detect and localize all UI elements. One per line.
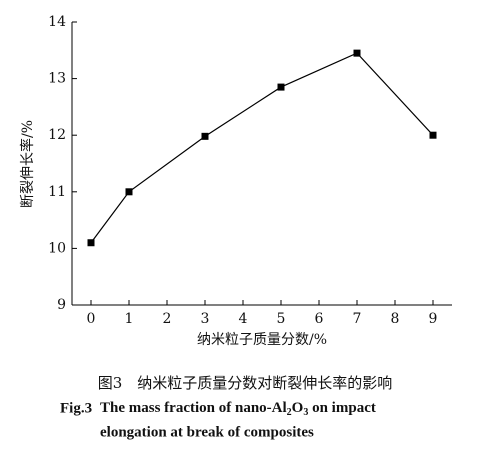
caption-sub: 3 [303, 407, 308, 418]
data-point [353, 49, 361, 57]
y-tick-label: 11 [48, 184, 66, 200]
caption-text: O [292, 400, 304, 416]
data-point [125, 188, 133, 196]
x-tick-label: 1 [125, 311, 134, 327]
y-tick-label: 14 [48, 14, 66, 30]
y-tick-label: 13 [48, 71, 66, 87]
y-tick-label: 10 [48, 240, 66, 256]
data-point [429, 131, 437, 139]
data-point [277, 83, 285, 91]
x-tick-label: 3 [201, 311, 210, 327]
caption-label: Fig.3 [60, 400, 92, 416]
x-tick-label: 9 [429, 311, 438, 327]
y-tick-label: 12 [48, 127, 66, 143]
caption-text: on impact [308, 400, 376, 416]
x-tick-label: 6 [315, 311, 324, 327]
y-tick-label: 9 [57, 297, 66, 313]
data-point [87, 239, 95, 247]
caption-en: The mass fraction of nano-Al2O3 on impac… [100, 400, 376, 418]
caption-text: The mass fraction of nano-Al [100, 400, 287, 416]
caption-cn: 图3 纳米粒子质量分数对断裂伸长率的影响 [98, 374, 393, 392]
x-tick-label: 0 [87, 311, 96, 327]
x-tick-label: 2 [163, 311, 172, 327]
x-tick-label: 8 [391, 311, 400, 327]
x-tick-label: 7 [353, 311, 362, 327]
data-line [90, 52, 434, 244]
y-axis-label: 断裂伸长率/% [19, 120, 36, 208]
caption-sub: 2 [287, 407, 292, 418]
x-tick-label: 4 [239, 311, 248, 327]
x-tick-label: 5 [277, 311, 286, 327]
data-point [201, 132, 209, 140]
x-axis-label: 纳米粒子质量分数/% [197, 332, 327, 348]
caption-en: elongation at break of composites [100, 424, 314, 440]
